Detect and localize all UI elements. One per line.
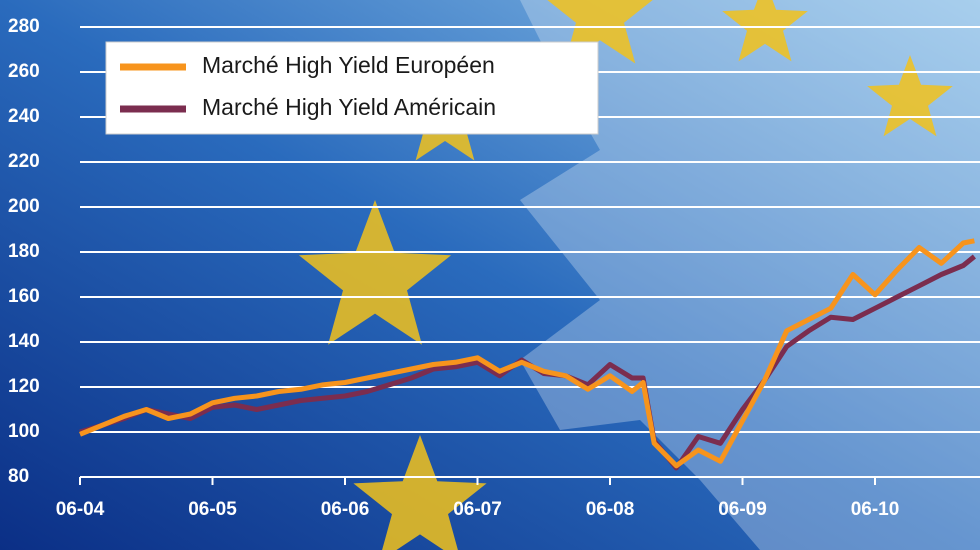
legend-label: Marché High Yield Américain xyxy=(202,94,496,120)
y-tick-label: 200 xyxy=(8,196,40,217)
x-tick-label: 06-10 xyxy=(851,499,900,520)
y-tick-label: 180 xyxy=(8,241,40,262)
y-tick-label: 120 xyxy=(8,376,40,397)
star xyxy=(867,55,953,137)
legend-label: Marché High Yield Européen xyxy=(202,52,495,78)
x-tick-label: 06-09 xyxy=(718,499,767,520)
y-tick-label: 80 xyxy=(8,466,29,487)
map-shape xyxy=(520,0,980,550)
y-tick-label: 260 xyxy=(8,61,40,82)
x-tick-label: 06-08 xyxy=(586,499,635,520)
y-tick-label: 160 xyxy=(8,286,40,307)
y-tick-label: 220 xyxy=(8,151,40,172)
y-tick-label: 100 xyxy=(8,421,40,442)
legend-box xyxy=(105,41,599,135)
y-tick-label: 140 xyxy=(8,331,40,352)
star xyxy=(722,0,808,62)
y-tick-label: 240 xyxy=(8,106,40,127)
x-tick-label: 06-05 xyxy=(188,499,237,520)
star xyxy=(353,435,487,550)
series-line xyxy=(79,238,975,469)
x-tick-label: 06-04 xyxy=(56,499,105,520)
y-tick-label: 280 xyxy=(8,16,40,37)
x-tick-label: 06-06 xyxy=(321,499,370,520)
star xyxy=(298,200,452,345)
x-tick-label: 06-07 xyxy=(453,499,502,520)
